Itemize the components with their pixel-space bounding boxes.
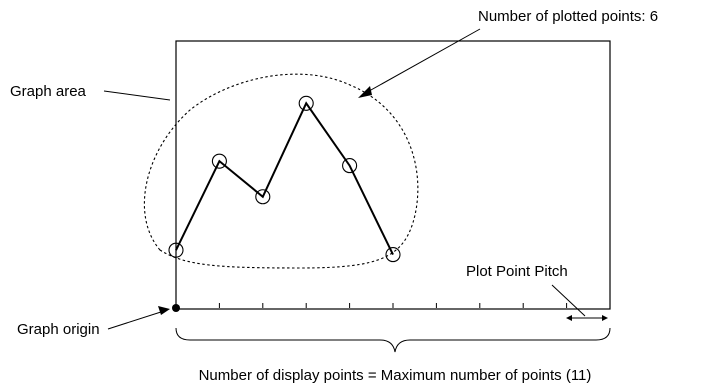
- plotted-points-label: Number of plotted points: 6: [478, 8, 658, 25]
- plotted-points-leader: [361, 28, 481, 96]
- graph-area-leader: [103, 90, 171, 101]
- graph-origin-label: Graph origin: [17, 321, 100, 338]
- graph-origin-dot: [172, 304, 180, 312]
- data-line: [175, 101, 394, 256]
- display-points-label: Number of display points = Maximum numbe…: [199, 367, 592, 384]
- graph-origin-leader: [107, 310, 165, 330]
- plot-point-pitch-arrowhead-right: [602, 315, 608, 321]
- graph-area-frame: [175, 40, 611, 310]
- graph-origin-arrowhead: [158, 306, 170, 315]
- plot-point-marker: [168, 242, 184, 258]
- plot-point-marker: [342, 158, 358, 174]
- plot-point-marker: [255, 189, 271, 205]
- data-markers: [168, 95, 401, 263]
- plotted-points-arrowhead: [358, 86, 372, 98]
- plot-point-marker: [385, 247, 401, 263]
- plot-point-pitch-leader: [551, 284, 586, 317]
- plotted-points-enclosure: [143, 73, 419, 269]
- plot-point-pitch-label: Plot Point Pitch: [466, 263, 568, 280]
- x-axis-ticks: [175, 303, 611, 308]
- plot-point-pitch-arrowhead-left: [566, 315, 572, 321]
- display-points-brace: [175, 327, 611, 353]
- plot-point-marker: [211, 153, 227, 169]
- plot-point-marker: [298, 95, 314, 111]
- graph-area-label: Graph area: [10, 83, 87, 100]
